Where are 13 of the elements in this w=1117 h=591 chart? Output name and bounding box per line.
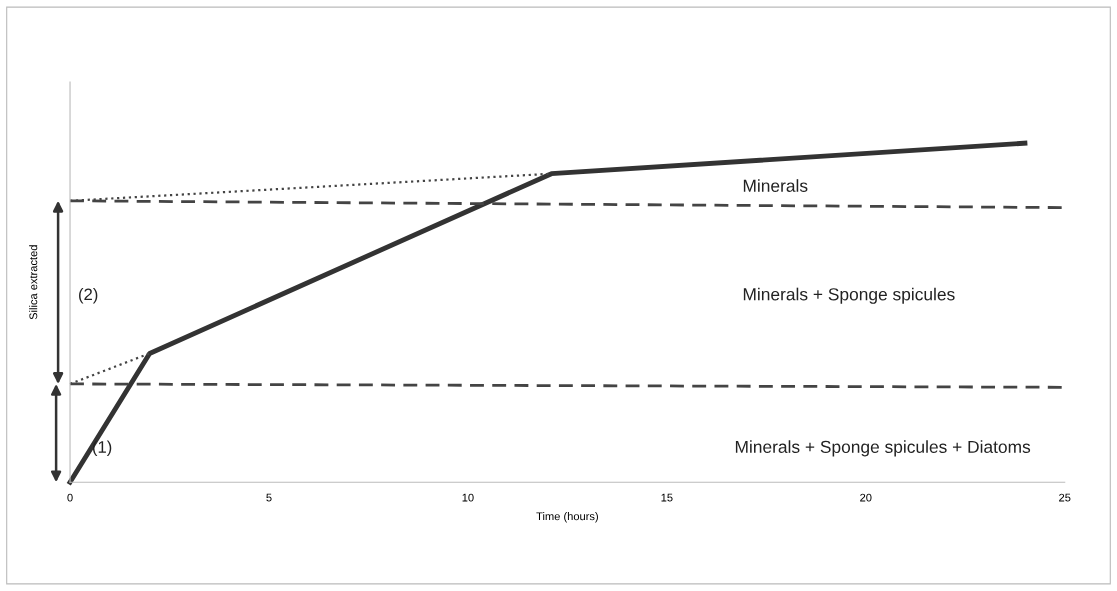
x-tick-label: 5 — [266, 493, 272, 502]
x-tick-label: 25 — [1059, 493, 1071, 502]
annotation: Minerals — [743, 179, 808, 192]
annotation: (1) — [92, 440, 112, 457]
x-tick-label: 10 — [462, 493, 474, 502]
x-tick-label: 0 — [67, 493, 73, 502]
annotation: Minerals + Sponge spicules — [743, 287, 955, 304]
annotation: (2) — [79, 288, 98, 304]
y-axis-title: Silica extracted — [29, 245, 38, 320]
x-tick-label: 20 — [860, 493, 872, 502]
annotation: Minerals + Sponge spicules + Diatoms — [735, 440, 1031, 457]
x-axis-title: Time (hours) — [536, 512, 598, 523]
x-tick-label: 15 — [661, 493, 673, 502]
